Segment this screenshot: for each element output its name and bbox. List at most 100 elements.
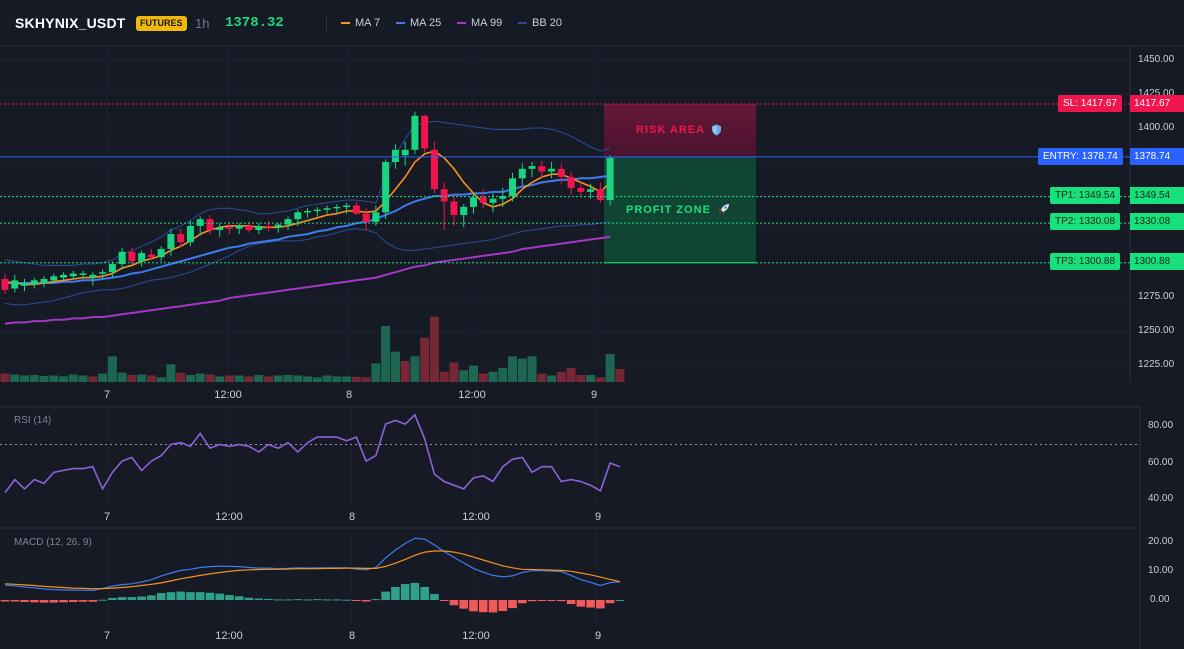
volume-bar xyxy=(566,368,576,382)
tp2-line-label[interactable]: TP2: 1330.08 xyxy=(1050,213,1121,230)
volume-bar xyxy=(410,356,420,382)
volume-bar xyxy=(586,375,596,382)
macd-histogram-bar xyxy=(410,582,420,600)
macd-histogram-bar xyxy=(488,600,498,613)
sl-line-label[interactable]: SL: 1417.67 xyxy=(1058,95,1122,112)
volume-bar xyxy=(312,377,322,382)
price-axis-label: 1225.00 xyxy=(1138,359,1175,370)
candle-body xyxy=(489,198,497,203)
macd-histogram-bar xyxy=(117,597,127,600)
macd-histogram-bar xyxy=(166,592,176,600)
volume-bar xyxy=(88,376,98,382)
candle-body xyxy=(69,273,77,277)
volume-bar xyxy=(234,375,244,382)
macd-layer xyxy=(0,537,625,613)
macd-histogram-bar xyxy=(137,596,146,600)
bollinger-layer xyxy=(4,120,611,306)
tp2-axis-tag: 1330.08 xyxy=(1130,213,1184,230)
macd-line xyxy=(4,537,620,592)
legend-ma25-label: MA 25 xyxy=(410,17,442,29)
candle-body xyxy=(206,219,214,230)
macd-axis-label: 20.00 xyxy=(1148,536,1174,547)
symbol-title[interactable]: SKHYNIX_USDT xyxy=(15,15,126,31)
profit-zone-text: PROFIT ZONE xyxy=(626,203,711,216)
macd-histogram-bar xyxy=(283,599,293,601)
candle-body xyxy=(567,176,575,188)
candle-body xyxy=(235,225,243,229)
macd-histogram-bar xyxy=(254,598,264,600)
macd-histogram-bar xyxy=(313,599,322,601)
candle-body xyxy=(138,253,146,262)
rsi-axis-label: 80.00 xyxy=(1148,420,1174,431)
macd-histogram-bar xyxy=(215,593,225,600)
legend-ma25[interactable]: MA 25 xyxy=(396,17,441,29)
volume-bar xyxy=(107,356,117,382)
candle-body xyxy=(167,234,175,250)
candle-body xyxy=(186,225,194,243)
macd-histogram-bar xyxy=(293,599,303,601)
timeframe-label[interactable]: 1h xyxy=(195,16,210,31)
macd-histogram-bar xyxy=(439,600,449,601)
macd-histogram-bar xyxy=(576,600,586,607)
candle-body xyxy=(557,168,565,177)
macd-histogram-bar xyxy=(586,600,595,608)
macd-histogram-bar xyxy=(508,600,517,609)
macd-histogram-bar xyxy=(420,586,429,600)
futures-badge: FUTURES xyxy=(136,16,187,31)
price-axis-label: 1425.00 xyxy=(1138,88,1175,99)
volume-bar xyxy=(195,373,205,382)
entry-line-label[interactable]: ENTRY: 1378.74 xyxy=(1038,148,1123,165)
legend-ma7-label: MA 7 xyxy=(355,17,381,29)
legend-bb20[interactable]: BB 20 xyxy=(518,17,562,29)
volume-bar xyxy=(68,374,78,382)
candle-body xyxy=(401,149,409,156)
volume-bar xyxy=(98,373,108,382)
volume-bar xyxy=(537,373,547,382)
volume-bar xyxy=(224,375,234,382)
candle-body xyxy=(372,212,380,222)
volume-bar xyxy=(361,377,371,382)
legend-ma99[interactable]: MA 99 xyxy=(457,17,502,29)
volume-bar xyxy=(595,377,605,382)
macd-histogram-bar xyxy=(352,600,361,601)
volume-bar xyxy=(244,376,254,382)
ma7-line xyxy=(4,150,611,286)
macd-histogram-bar xyxy=(88,600,98,602)
macd-histogram-bar xyxy=(605,600,615,604)
candle-body xyxy=(177,234,185,243)
candle-body xyxy=(421,115,429,149)
time-axis-label: 12:00 xyxy=(214,389,242,401)
ma99-line xyxy=(4,235,611,325)
volume-bar xyxy=(459,370,469,382)
tp1-line-label[interactable]: TP1: 1349.54 xyxy=(1050,187,1121,204)
volume-bar xyxy=(293,375,303,382)
candle-body xyxy=(460,206,468,216)
candle-body xyxy=(343,205,351,208)
candle-body xyxy=(450,201,458,216)
rsi-axis-label: 60.00 xyxy=(1148,457,1174,468)
volume-bar xyxy=(332,376,342,382)
sl-axis-tag: 1417.67 xyxy=(1130,95,1184,112)
candle-body xyxy=(323,208,331,210)
candle-body xyxy=(255,225,263,230)
macd-histogram-bar xyxy=(361,600,371,602)
macd-histogram-bar xyxy=(449,600,459,606)
risk-area-label: RISK AREA xyxy=(636,124,722,136)
volume-bar xyxy=(615,368,625,382)
profit-zone-box xyxy=(604,156,756,263)
risk-area-box xyxy=(604,103,756,157)
macd-histogram-bar xyxy=(557,600,566,602)
tp3-line-label[interactable]: TP3: 1300.88 xyxy=(1050,253,1121,270)
volume-bar xyxy=(273,375,283,382)
macd-histogram-bar xyxy=(186,592,195,600)
volume-bar xyxy=(508,356,518,382)
macd-histogram-bar xyxy=(342,599,351,601)
macd-histogram-bar xyxy=(469,600,478,612)
volume-bar xyxy=(59,376,69,382)
candle-body xyxy=(50,276,58,281)
legend-ma7[interactable]: MA 7 xyxy=(341,17,380,29)
last-price: 1378.32 xyxy=(225,15,284,31)
volume-bar xyxy=(146,375,156,382)
macd-histogram-bar xyxy=(29,600,39,603)
